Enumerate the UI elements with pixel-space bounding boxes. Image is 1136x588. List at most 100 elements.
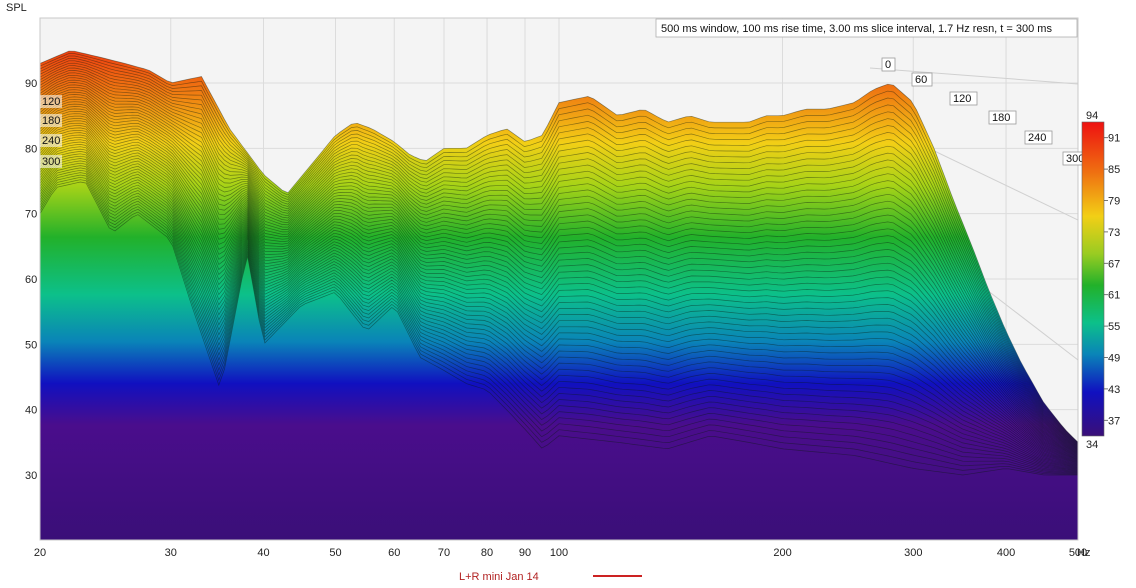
time-slice-32	[40, 127, 1078, 462]
time-slice-31	[40, 125, 1078, 462]
time-label-60: 60	[915, 74, 927, 86]
time-slice-18	[40, 94, 1078, 454]
x-tick-label-80: 80	[481, 547, 493, 559]
time-label-box-120	[949, 91, 978, 106]
time-slice-54	[40, 179, 1078, 475]
time-slice-34	[40, 132, 1078, 463]
time-slice-48	[40, 165, 1078, 472]
time-slice-4	[40, 60, 1078, 445]
time-slice-17	[40, 91, 1078, 453]
color-tick-label-91: 91	[1108, 133, 1120, 145]
plot-frame	[39, 17, 1079, 541]
time-slice-6	[40, 65, 1078, 447]
time-slice-23	[40, 106, 1078, 457]
time-label-box-0	[881, 57, 896, 72]
x-tick-label-50: 50	[329, 547, 341, 559]
time-slice-27	[40, 115, 1078, 459]
left-time-label-180: 180	[42, 115, 60, 127]
color-tick-label-94: 94	[1086, 110, 1098, 122]
slice-lines	[40, 50, 1078, 476]
time-slice-45	[40, 158, 1078, 470]
time-label-box-240	[1024, 130, 1053, 145]
plot-area	[40, 18, 1078, 540]
time-axis-labels: 0 60 120 180 240 300	[881, 57, 1091, 166]
color-tick-label-49: 49	[1108, 353, 1120, 365]
y-axis-ticks: 30 40 50 60 70 80 90	[25, 78, 37, 482]
left-time-label-box-180	[40, 114, 62, 127]
time-slice-10	[40, 74, 1078, 449]
time-slice-22	[40, 103, 1078, 456]
time-slice-26	[40, 113, 1078, 459]
x-axis-unit: Hz	[1077, 547, 1090, 559]
time-slice-52	[40, 174, 1078, 474]
info-box-frame	[655, 18, 1078, 38]
time-label-box-60	[911, 72, 933, 87]
time-slice-41	[40, 148, 1078, 468]
time-slice-46	[40, 160, 1078, 471]
time-slice-28	[40, 118, 1078, 460]
color-tick-label-79: 79	[1108, 196, 1120, 208]
left-time-labels: 120 180 240 300	[40, 95, 62, 168]
color-tick-label-55: 55	[1108, 321, 1120, 333]
left-time-label-box-120	[40, 95, 62, 108]
y-tick-label-50: 50	[25, 339, 37, 351]
time-slice-5	[40, 62, 1078, 446]
time-slice-37	[40, 139, 1078, 465]
time-slice-16	[40, 89, 1078, 453]
time-slice-43	[40, 153, 1078, 469]
time-slice-51	[40, 172, 1078, 473]
time-slice-50	[40, 169, 1078, 473]
time-label-240: 240	[1028, 132, 1046, 144]
time-label-300: 300	[1066, 153, 1084, 165]
time-slice-33	[40, 129, 1078, 463]
time-slice-49	[40, 167, 1078, 472]
time-label-180: 180	[992, 112, 1010, 124]
time-slice-20	[40, 98, 1078, 455]
time-slice-24	[40, 108, 1078, 457]
color-tick-label-67: 67	[1108, 258, 1120, 270]
x-tick-label-200: 200	[773, 547, 791, 559]
x-tick-label-400: 400	[997, 547, 1015, 559]
left-time-label-120: 120	[42, 96, 60, 108]
time-slice-7	[40, 67, 1078, 447]
time-slice-3	[40, 58, 1078, 445]
color-tick-label-34: 34	[1086, 439, 1098, 451]
color-tick-label-37: 37	[1108, 415, 1120, 427]
time-slice-40	[40, 146, 1078, 467]
waterfall-surface	[40, 18, 1078, 540]
x-tick-label-500: 500	[1069, 547, 1087, 559]
time-slice-2	[40, 55, 1078, 444]
x-tick-label-300: 300	[904, 547, 922, 559]
y-tick-label-60: 60	[25, 274, 37, 286]
time-label-120: 120	[953, 93, 971, 105]
x-tick-label-60: 60	[388, 547, 400, 559]
color-tick-label-43: 43	[1108, 384, 1120, 396]
legend[interactable]: L+R mini Jan 14	[459, 571, 642, 583]
time-label-0: 0	[885, 59, 891, 71]
y-tick-label-70: 70	[25, 209, 37, 221]
time-slice-38	[40, 141, 1078, 466]
time-slice-12	[40, 79, 1078, 450]
time-slice-53	[40, 176, 1078, 475]
time-slice-39	[40, 144, 1078, 466]
x-tick-label-40: 40	[257, 547, 269, 559]
time-slice-0	[40, 50, 1078, 443]
color-scale-fill	[1081, 121, 1105, 437]
left-time-label-300: 300	[42, 156, 60, 168]
y-tick-label-90: 90	[25, 78, 37, 90]
y-tick-label-40: 40	[25, 405, 37, 417]
color-tick-label-73: 73	[1108, 227, 1120, 239]
x-tick-label-20: 20	[34, 547, 46, 559]
time-slice-47	[40, 162, 1078, 471]
time-slice-8	[40, 70, 1078, 448]
info-box: 500 ms window, 100 ms rise time, 3.00 ms…	[655, 18, 1078, 38]
time-slice-19	[40, 96, 1078, 454]
x-tick-label-70: 70	[438, 547, 450, 559]
time-slice-35	[40, 134, 1078, 464]
x-tick-label-100: 100	[550, 547, 568, 559]
left-time-label-box-300	[40, 155, 62, 168]
color-tick-label-85: 85	[1108, 164, 1120, 176]
y-tick-label-30: 30	[25, 470, 37, 482]
